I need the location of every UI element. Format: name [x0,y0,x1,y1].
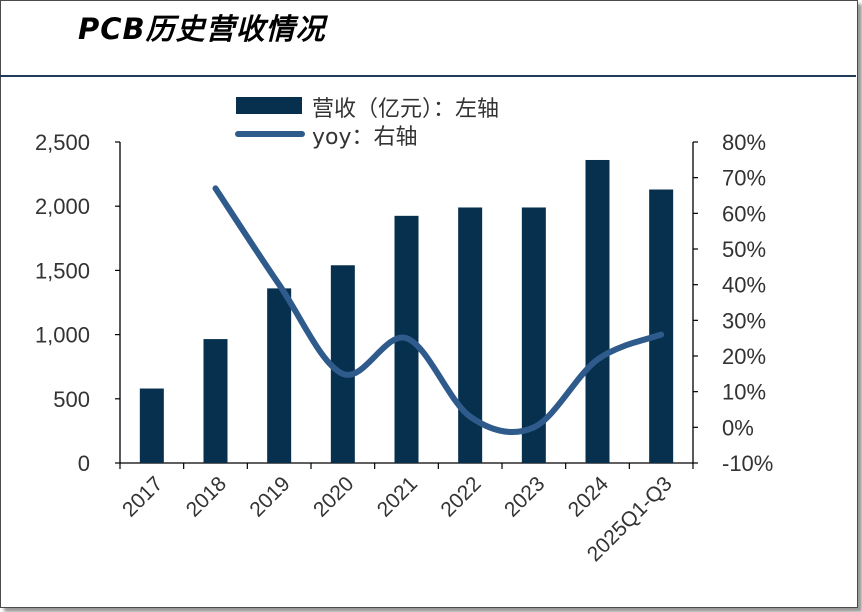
x-tick-label: 2024 [564,472,614,522]
right-tick-label: -10% [722,451,773,476]
line-group [212,185,665,436]
x-tick-label: 2017 [118,472,167,521]
left-tick-label: 1,500 [35,258,90,283]
legend-bar-swatch [236,97,302,114]
title-divider [0,75,856,77]
right-tick-label: 80% [722,130,766,155]
x-tick-label: 2023 [500,472,549,521]
bar-2019 [267,288,292,463]
x-tick-label: 2021 [373,472,422,521]
right-tick-label: 60% [722,201,766,226]
bar-2024 [585,159,610,463]
x-tick-label: 2020 [309,472,358,521]
right-tick-label: 50% [722,237,766,262]
chart-title: PCB历史营收情况 [78,12,326,46]
right-tick-label: 20% [722,344,766,369]
left-tick-label: 2,000 [35,194,90,219]
x-tick-label: 2019 [245,472,294,521]
right-tick-label: 0% [722,415,754,440]
left-tick-label: 500 [53,387,90,412]
right-tick-label: 10% [722,380,766,405]
legend-line-label: yoy：右轴 [312,125,418,150]
right-tick-label: 70% [722,166,766,191]
right-tick-label: 40% [722,273,766,298]
bars-group [139,159,674,463]
bar-2025Q1-Q3 [649,189,674,463]
left-tick-label: 0 [78,451,90,476]
bar-2017 [139,388,164,463]
left-tick-label: 2,500 [35,130,90,155]
legend: 营收（亿元）：左轴 yoy：右轴 [235,97,499,150]
right-tick-label: 30% [722,308,766,333]
x-tick-label: 2018 [182,472,231,521]
x-tick-label: 2022 [436,472,485,521]
yoy-line [212,185,665,436]
bar-2020 [330,265,355,463]
left-tick-label: 1,000 [35,323,90,348]
legend-bar-label: 营收（亿元）：左轴 [312,97,499,122]
bar-2018 [203,339,228,463]
